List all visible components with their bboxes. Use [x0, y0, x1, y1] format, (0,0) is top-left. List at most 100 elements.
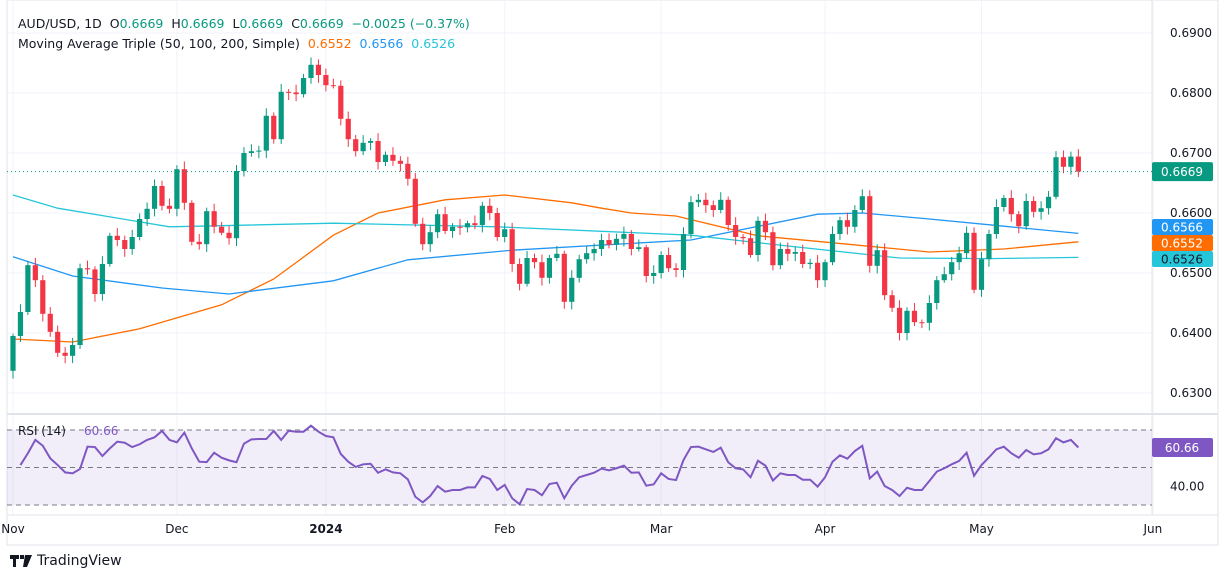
candle	[844, 212, 850, 235]
candle-body	[129, 237, 135, 249]
candle	[25, 261, 31, 316]
price-tags: 0.6669 0.6566 0.6552 0.6526 60.66	[1152, 162, 1213, 458]
candle	[904, 307, 910, 341]
candle-body	[584, 253, 590, 260]
ohlc-open-value: 0.6669	[119, 16, 164, 31]
ohlc-low-value: 0.6669	[239, 16, 284, 31]
rsi-legend-name: RSI (14)	[18, 424, 66, 438]
ma100-tag-bg	[1152, 219, 1213, 235]
candle-body	[755, 220, 761, 255]
candle	[993, 199, 999, 239]
candle-body	[360, 142, 366, 152]
candle	[137, 213, 143, 241]
candle	[822, 259, 828, 287]
ma50-tag-bg	[1152, 235, 1213, 251]
candle	[256, 145, 262, 159]
pane-divider[interactable]	[7, 413, 1218, 415]
candle-body	[688, 202, 694, 234]
candle-body	[792, 252, 798, 254]
candle-body	[107, 235, 113, 264]
candle-body	[211, 211, 217, 227]
candle-body	[420, 223, 426, 245]
candle-body	[978, 259, 985, 290]
candle	[1008, 190, 1014, 222]
candle-body	[934, 280, 940, 303]
candle-body	[695, 199, 701, 203]
candle	[956, 246, 962, 270]
price-axis[interactable]: 0.6900 0.6800 0.6700 0.6600 0.6500 0.6400 0.63…	[1170, 26, 1212, 400]
candle-body	[70, 345, 76, 356]
candle-body	[25, 265, 31, 312]
candle-body	[278, 91, 284, 140]
candle	[651, 265, 657, 284]
candle-body	[896, 307, 903, 333]
candle-body	[740, 237, 746, 239]
candle-body	[993, 207, 999, 234]
symbol-legend[interactable]: AUD/USD, 1D O0.6669 H0.6669 L0.6669 C0.6…	[18, 16, 474, 31]
candle-body	[114, 235, 120, 240]
candle	[554, 246, 560, 262]
candle	[323, 68, 329, 92]
candle	[487, 198, 493, 221]
candle	[934, 276, 940, 310]
candle	[457, 219, 463, 236]
candle	[315, 59, 322, 83]
candle	[77, 263, 83, 349]
candle-body	[710, 205, 716, 210]
candle-body	[233, 171, 240, 239]
rsi-pane[interactable]: 40.00	[7, 424, 1204, 506]
candle	[47, 307, 53, 337]
candle-body	[1068, 156, 1074, 167]
ohlc-high-value: 0.6669	[180, 16, 225, 31]
candle	[688, 196, 694, 239]
candle-body	[457, 226, 463, 228]
candle	[762, 213, 769, 240]
candle-body	[84, 268, 91, 270]
candle-body	[1023, 201, 1029, 227]
candle	[435, 209, 441, 239]
candle	[271, 112, 277, 144]
ma200-value: 0.6526	[411, 36, 456, 51]
ohlc-low-label: L	[232, 16, 240, 31]
indicator-legend[interactable]: Moving Average Triple (50, 100, 200, Sim…	[18, 36, 459, 51]
candle-body	[397, 160, 403, 164]
candle	[785, 242, 791, 262]
candle-body	[412, 178, 418, 224]
time-tick-label: Jun	[1142, 522, 1162, 536]
candle	[695, 194, 701, 207]
candle-body	[815, 262, 821, 281]
candle-body	[390, 154, 396, 161]
candle	[621, 226, 627, 247]
candle	[770, 226, 776, 271]
candle	[300, 73, 307, 98]
candle	[1016, 210, 1022, 234]
candle-body	[226, 232, 232, 239]
candle	[740, 234, 746, 245]
candle-body	[174, 169, 180, 209]
ohlc-close-label: C	[291, 16, 300, 31]
time-axis[interactable]: Nov Dec 2024 Feb Mar Apr May Jun	[1, 522, 1162, 536]
candle-body	[867, 196, 873, 266]
candle	[807, 258, 813, 270]
candle-body	[591, 249, 597, 254]
candle-body	[92, 269, 98, 294]
candle-body	[971, 232, 977, 290]
candle	[62, 347, 68, 364]
candle-body	[159, 186, 165, 206]
candle	[122, 235, 128, 257]
tradingview-logo[interactable]: TradingView	[10, 553, 122, 569]
candle-body	[554, 253, 560, 258]
ma-line-sma200	[12, 194, 1079, 260]
candle	[219, 221, 225, 236]
candle	[32, 257, 38, 288]
candle-body	[256, 150, 262, 152]
candle	[99, 256, 105, 301]
brand-name: TradingView	[37, 553, 122, 569]
candle	[725, 196, 731, 231]
candle	[360, 135, 366, 156]
candle	[680, 227, 687, 278]
ma100-tag: 0.6566	[1161, 221, 1203, 235]
candle	[368, 138, 374, 151]
candle-body	[122, 240, 128, 249]
